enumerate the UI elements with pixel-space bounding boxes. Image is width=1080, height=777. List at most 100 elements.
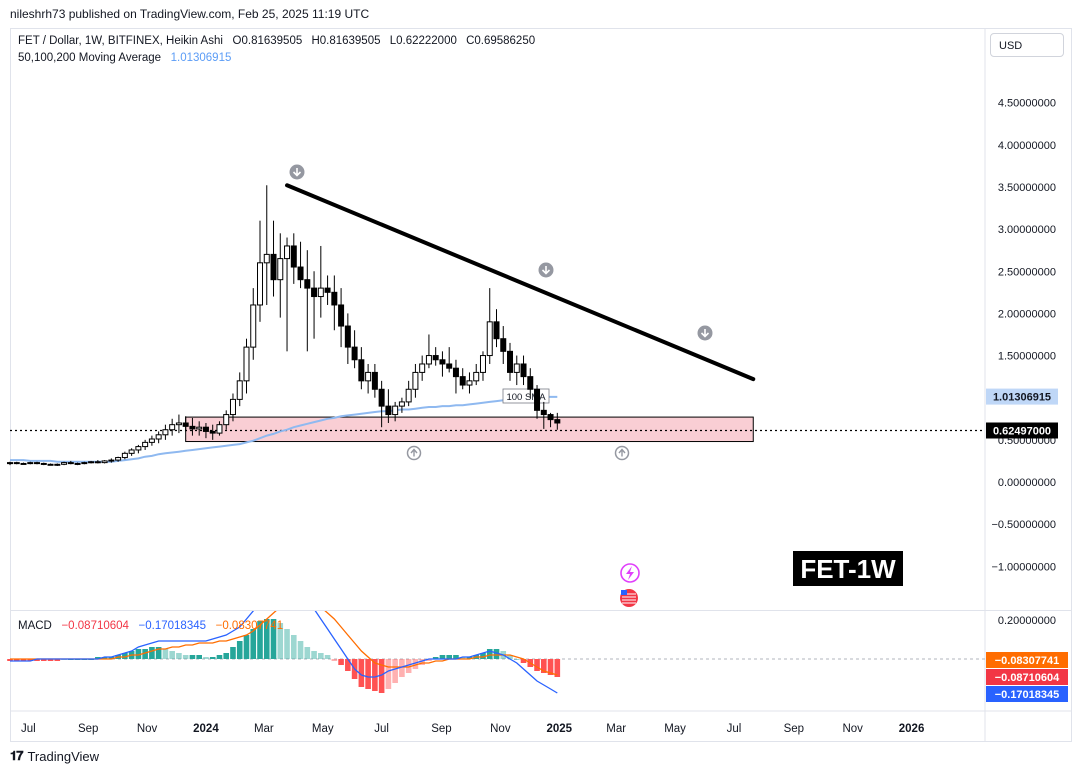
candle-body (338, 304, 345, 327)
candle-body (115, 457, 122, 461)
candle-body (378, 388, 385, 407)
candle-body (223, 414, 230, 426)
macd-histogram-bar (270, 619, 277, 659)
macd-histogram-bar (40, 659, 47, 661)
macd-histogram-bar (277, 623, 284, 659)
buy-marker-icon (406, 445, 422, 461)
price-axis-tick: 3.00000000 (998, 224, 1056, 236)
macd-hist-value: −0.08710604 (61, 620, 129, 632)
candle-body (446, 363, 453, 369)
candle-body (507, 350, 514, 373)
candle-body (250, 304, 257, 348)
candle-body (67, 462, 74, 465)
macd-histogram-bar (419, 659, 425, 665)
ma-value: 1.01306915 (170, 52, 232, 64)
macd-hist-badge-bg (986, 669, 1068, 685)
candle-body (101, 460, 108, 464)
high-value: H0.81639505 (311, 35, 381, 47)
candle-body (263, 253, 270, 264)
candle-body (419, 363, 426, 373)
time-axis-label: Sep (78, 723, 98, 735)
macd-hist-badge: −0.08710604 (995, 672, 1060, 684)
macd-histogram-bar (304, 647, 311, 659)
candle-body (20, 462, 27, 465)
candle-body (236, 380, 243, 400)
symbol-badge: FET-1W (800, 554, 896, 584)
macd-histogram-bar (236, 641, 243, 659)
macd-histogram-bar (392, 659, 398, 683)
candle-body (554, 419, 561, 424)
macd-legend: MACD −0.08710604 −0.17018345 −0.08307741 (18, 620, 283, 632)
support-zone (185, 416, 754, 443)
current-price-badge: 0.62497000 (993, 426, 1051, 438)
candle-body (61, 462, 68, 465)
lightning-glyph-icon (626, 566, 634, 580)
candle-body (311, 287, 318, 298)
macd-histogram-bar (324, 655, 331, 659)
macd-histogram-bar (507, 655, 513, 659)
macd-histogram-bar (27, 659, 34, 661)
flag-canton (621, 590, 627, 595)
candle-body (169, 424, 176, 431)
ma-price-badge: 1.01306915 (993, 392, 1051, 404)
tradingview-footer: 𝟏𝟕 TradingView (10, 748, 99, 764)
macd-histogram-bar (7, 659, 13, 661)
candle-body (452, 367, 459, 378)
candle-body (34, 462, 41, 465)
candle-body (189, 425, 196, 430)
candle-body (40, 462, 47, 465)
sma-100-line (10, 395, 558, 463)
candle-body (486, 321, 493, 357)
candle-body (196, 426, 203, 430)
time-axis-label: 2025 (546, 723, 572, 735)
candle-body (142, 441, 149, 448)
macd-histogram-bar (176, 653, 182, 659)
macd-histogram-bar (189, 655, 196, 659)
macd-histogram-bar (297, 641, 304, 659)
candle-body (493, 321, 500, 340)
candle-body (209, 430, 216, 434)
macd-histogram-bar (20, 659, 27, 661)
sell-marker-icon (697, 325, 713, 341)
candle-body (459, 376, 466, 386)
candle-body (405, 388, 412, 403)
sma-label: 100 SMA (506, 392, 546, 403)
time-axis-label: Sep (431, 723, 451, 735)
sell-marker-icon (289, 164, 305, 180)
macd-axis-tick: 0.20000000 (998, 615, 1056, 627)
candle-body (385, 405, 392, 416)
time-axis-label: Jul (374, 723, 389, 735)
currency-button[interactable]: USD (990, 33, 1064, 57)
price-axis-tick: 4.50000000 (998, 98, 1056, 110)
time-axis-label: Nov (842, 723, 863, 735)
candle-body (331, 291, 338, 306)
candle-body (27, 462, 34, 465)
candle-body (297, 266, 304, 281)
price-axis-tick: 1.50000000 (998, 351, 1056, 363)
macd-histogram-bar (480, 653, 486, 659)
macd-histogram-bar (372, 659, 378, 691)
candle-body (324, 287, 331, 293)
symbol-title: FET / Dollar, 1W, BITFINEX, Heikin Ashi (18, 35, 223, 47)
macd-histogram-bar (345, 659, 351, 671)
macd-histogram-bar (250, 629, 257, 659)
candle-body (162, 429, 169, 436)
macd-histogram-bar (196, 655, 202, 659)
price-axis-tick: −1.00000000 (991, 561, 1056, 573)
candle-body (412, 371, 419, 390)
macd-histogram-bar (101, 657, 108, 659)
candle-body (229, 398, 236, 416)
macd-signal-line (10, 611, 558, 676)
macd-signal-badge: −0.08307741 (995, 655, 1060, 667)
macd-histogram-bar (331, 659, 338, 661)
macd-histogram-bar (338, 659, 344, 665)
candle-body (304, 279, 311, 289)
candle-body (439, 359, 446, 365)
candle-body (425, 355, 432, 365)
time-axis-label: Nov (490, 723, 511, 735)
resistance-trendline (285, 183, 756, 382)
candle-body (479, 355, 486, 373)
candle-body (88, 461, 95, 464)
candle-body (74, 462, 81, 465)
